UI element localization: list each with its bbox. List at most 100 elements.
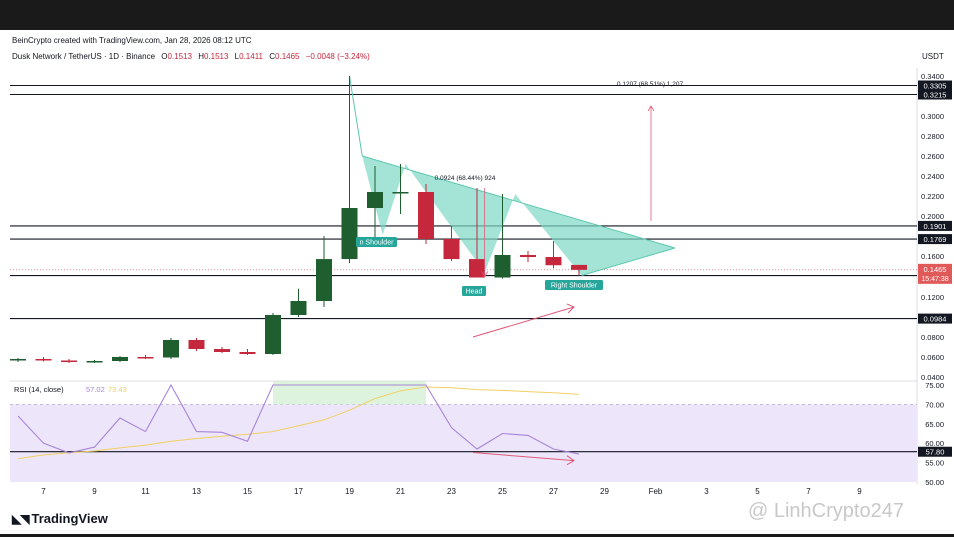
- rsi-ma-line: [17, 386, 580, 460]
- price-level-box: [918, 234, 952, 245]
- rsi-current-box: [918, 446, 952, 457]
- candle-body: [418, 192, 434, 239]
- low-label: L: [234, 52, 240, 61]
- rsi-band-fill: [10, 404, 917, 482]
- low-value: 0.1411: [239, 52, 263, 61]
- open-label: O: [161, 52, 168, 61]
- candle-body: [112, 357, 128, 361]
- open-value: 0.1513: [167, 52, 192, 61]
- date-tick-label: 5: [755, 487, 760, 496]
- candle-body: [571, 264, 587, 270]
- current-price-box: [918, 263, 952, 284]
- price-level-label: 0.3215: [924, 91, 947, 100]
- candle-body: [86, 361, 103, 363]
- rsi-overbought-fill: [273, 381, 426, 405]
- rsi-current-label: 57.80: [926, 448, 945, 457]
- symbol-name: Dusk Network / TetherUS · 1D · Binance: [12, 52, 156, 61]
- price-tick-label: 0.2400: [921, 172, 944, 181]
- triangle-lower-line: [581, 247, 676, 276]
- candle-body: [188, 340, 205, 349]
- date-tick-label: 19: [345, 487, 354, 496]
- rsi-tick-label: 70.00: [925, 400, 944, 409]
- candle-body: [214, 349, 230, 352]
- right-shoulder-label: Right Shoulder: [551, 283, 598, 290]
- date-tick-label: 9: [857, 487, 862, 496]
- candle-body: [35, 359, 52, 361]
- price-level-label: 0.1769: [924, 235, 947, 244]
- price-tick-label: 0.1600: [921, 252, 944, 261]
- candle-body: [239, 352, 256, 354]
- candle-body: [443, 239, 460, 260]
- candle-body: [137, 357, 154, 359]
- head-label-bg: [462, 286, 486, 296]
- rsi-ma-legend-value: 73.43: [108, 385, 127, 394]
- pole-measure-text: 0.0924 (68.44%) 924: [435, 175, 496, 182]
- price-tick-label: 0.2800: [921, 132, 944, 141]
- price-tick-label: 0.2200: [921, 192, 944, 201]
- candle-body: [61, 360, 77, 362]
- price-tick-label: 0.0600: [921, 353, 944, 362]
- candle-body: [163, 340, 179, 358]
- date-tick-label: 13: [192, 487, 201, 496]
- rsi-legend-value: 57.02: [86, 385, 105, 394]
- high-value: 0.1513: [203, 52, 229, 61]
- rsi-tick-label: 75.00: [925, 381, 944, 390]
- current-price-countdown: 15:47:38: [921, 276, 948, 283]
- pole-arrow-head: [481, 271, 488, 278]
- tradingview-logo: ◣◥ TradingView: [12, 511, 108, 526]
- target-arrow-head: [647, 105, 655, 112]
- price-tick-label: 0.3000: [921, 112, 944, 121]
- price-level-label: 0.3305: [924, 82, 947, 91]
- candle-body: [290, 301, 307, 315]
- rsi-tick-label: 60.00: [925, 439, 944, 448]
- price-level-box: [918, 313, 952, 324]
- date-tick-label: 11: [141, 487, 150, 496]
- triangle-upper-line: [362, 155, 676, 249]
- candle-body: [494, 255, 511, 278]
- price-level-box: [918, 89, 952, 100]
- high-label: H: [198, 52, 204, 61]
- date-tick-label: 3: [704, 487, 709, 496]
- price-up-arrow-head: [566, 303, 575, 314]
- candle-body: [10, 359, 26, 361]
- pole-top-line: [349, 75, 363, 157]
- candle-body: [392, 192, 409, 194]
- left-shoulder-label-bg: [356, 237, 397, 247]
- price-level-label: 0.0984: [924, 315, 947, 324]
- date-tick-label: 7: [41, 487, 46, 496]
- rsi-down-arrow: [472, 452, 575, 462]
- bottom-dark-band: [0, 534, 954, 537]
- price-level-box: [918, 80, 952, 91]
- price-tick-label: 0.0400: [921, 373, 944, 382]
- rsi-tick-label: 65.00: [925, 420, 944, 429]
- rsi-down-arrow-head: [566, 455, 575, 466]
- price-tick-label: 0.1200: [921, 293, 944, 302]
- rsi-tick-label: 55.00: [925, 459, 944, 468]
- ohlc-legend: Dusk Network / TetherUS · 1D · Binance O…: [12, 52, 370, 61]
- price-tick-label: 0.2600: [921, 152, 944, 161]
- top-dark-band: [0, 0, 954, 30]
- date-tick-label: 27: [549, 487, 558, 496]
- head-label: Head: [466, 289, 483, 296]
- date-tick-label: 7: [806, 487, 811, 496]
- date-tick-label: 15: [243, 487, 252, 496]
- target-measure-text: 0.1207 (68.51%) 1,207: [617, 81, 684, 88]
- change-value: −0.0048 (−3.24%): [305, 52, 370, 61]
- candle-body: [341, 208, 358, 260]
- candle-body: [545, 257, 562, 266]
- date-tick-label: 23: [447, 487, 456, 496]
- close-label: C: [269, 52, 276, 61]
- watermark-text: @ LinhCrypto247: [748, 500, 904, 522]
- date-tick-label: 9: [92, 487, 97, 496]
- rsi-line: [17, 383, 580, 455]
- rsi-tick-label: 50.00: [925, 478, 944, 487]
- candle-body: [469, 259, 485, 278]
- date-tick-label: 25: [498, 487, 507, 496]
- triangle-pattern: [362, 156, 675, 276]
- date-tick-label: 17: [294, 487, 303, 496]
- candle-body: [316, 259, 332, 301]
- date-tick-label: 21: [396, 487, 405, 496]
- price-level-box: [918, 220, 952, 231]
- credit-line: BeinCrypto created with TradingView.com,…: [12, 36, 252, 45]
